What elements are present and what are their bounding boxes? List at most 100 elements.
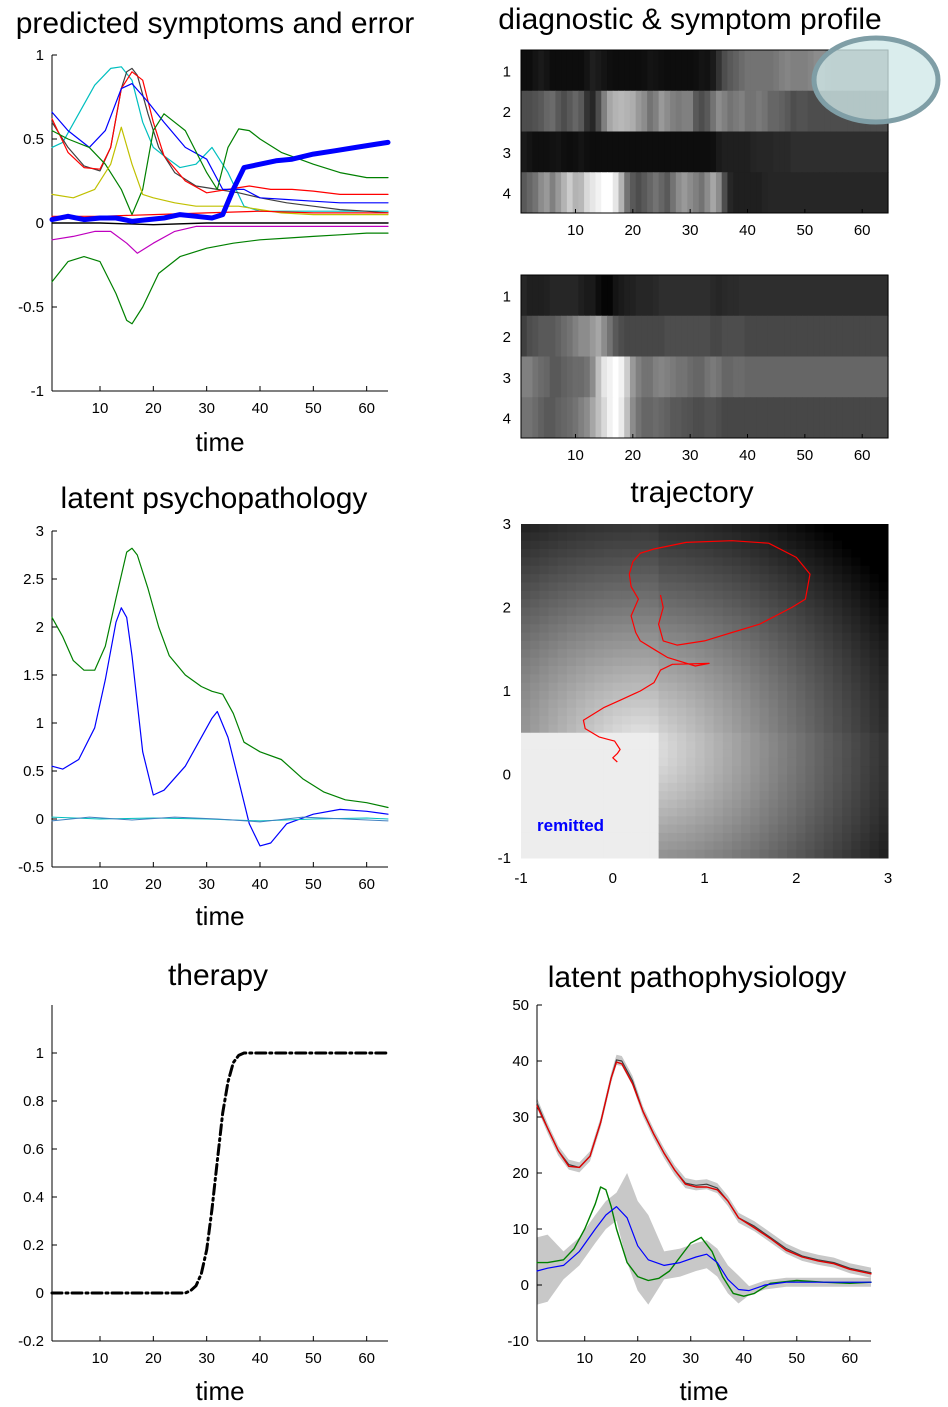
heatmap-cell [878,699,889,709]
heatmap-cell [860,707,871,717]
heatmap-cell [768,615,779,625]
x-tick-label: 10 [576,1350,593,1367]
heatmap-cell [686,599,696,608]
heatmap-cell [878,590,889,600]
heatmap-cell [759,724,770,734]
heatmap-cell [557,699,568,709]
heatmap-cell [603,832,614,842]
heatmap-cell [851,799,861,809]
heatmap-cell [539,665,550,675]
heatmap-cell [612,707,623,717]
heatmap-cell [594,524,605,533]
heatmap-cell [805,582,816,592]
heatmap-cell [548,824,559,834]
heatmap-cell [813,275,820,317]
heatmap-cell [649,590,660,600]
heatmap-cell [576,649,586,659]
heatmap-cell [713,640,724,650]
heatmap-cell [548,807,559,817]
heatmap-cell [832,674,843,684]
series-line-2 [51,71,389,195]
heatmap-cell [561,315,568,357]
heatmap-cell [543,315,551,357]
heatmap-cell [823,749,834,759]
heatmap-cell [548,615,559,625]
heatmap-cell [732,824,742,834]
heatmap-cell [842,397,849,439]
heatmap-cell [667,691,678,700]
heatmap-cell [741,782,751,792]
heatmap-cell [530,549,540,558]
heatmap-cell [548,724,559,734]
heatmap-cell [576,632,586,642]
heatmap-cell [612,766,623,775]
heatmap-cell [576,691,586,700]
heatmap-cell [732,624,742,634]
heatmap-cell [787,532,797,542]
heatmap-cell [704,824,715,834]
heatmap-cell [796,615,806,625]
heatmap-cell [640,674,650,684]
heatmap-cell [805,807,816,817]
heatmap-cell [635,172,643,214]
heatmap-cell [722,615,733,625]
heatmap-cell [732,682,742,692]
heatmap-cell [526,50,534,92]
heatmap-cell [695,590,706,600]
heatmap-cell [594,832,605,842]
heatmap-cell [566,849,577,859]
heatmap-cell [722,665,733,675]
heatmap-cell [807,397,815,439]
heatmap-cell [585,549,595,558]
heatmap-cell [539,824,550,834]
heatmap-cell [612,624,623,634]
heatmap-cell [878,549,889,558]
heatmap-cell [693,50,700,92]
heatmap-cell [777,624,788,634]
heatmap-cell [713,524,724,533]
heatmap-cell [741,582,751,592]
heatmap-cell [732,665,742,675]
heatmap-cell [695,565,706,575]
heatmap-cell [612,774,623,784]
heatmap-cell [670,90,677,132]
heatmap-cell [649,791,660,801]
heatmap-cell [635,90,643,132]
heatmap-cell [530,657,540,667]
heatmap-cell [853,356,860,398]
heatmap-cell [667,766,678,775]
y-tick-label: 0.2 [23,1237,44,1254]
heatmap-cell [796,782,806,792]
heatmap-cell [779,397,786,439]
heatmap-cell [621,816,632,826]
heatmap-cell [521,766,531,775]
chart-title: therapy [168,959,268,992]
heatmap-cell [777,791,788,801]
heatmap-cell [576,716,586,725]
heatmap-cell [787,549,797,558]
heatmap-cell [676,807,687,817]
heatmap-cell [585,791,595,801]
heatmap-cell [603,741,614,750]
heatmap-cell [658,632,669,642]
heatmap-cell [796,657,806,667]
heatmap-cell [621,657,632,667]
heatmap-cell [557,707,568,717]
heatmap-cell [631,691,641,700]
heatmap-cell [741,841,751,851]
heatmap-cell [521,632,531,642]
heatmap-cell [566,599,577,608]
heatmap-cell [539,574,550,583]
heatmap-cell [768,565,779,575]
heatmap-cell [676,565,687,575]
heatmap-cell [777,849,788,859]
heatmap-cell [594,532,605,542]
heatmap-cell [787,741,797,750]
heatmap-cell [842,807,852,817]
heatmap-cell [787,774,797,784]
heatmap-cell [695,615,706,625]
heatmap-cell [741,599,751,608]
heatmap-cell [779,90,786,132]
heatmap-cell [686,540,696,550]
